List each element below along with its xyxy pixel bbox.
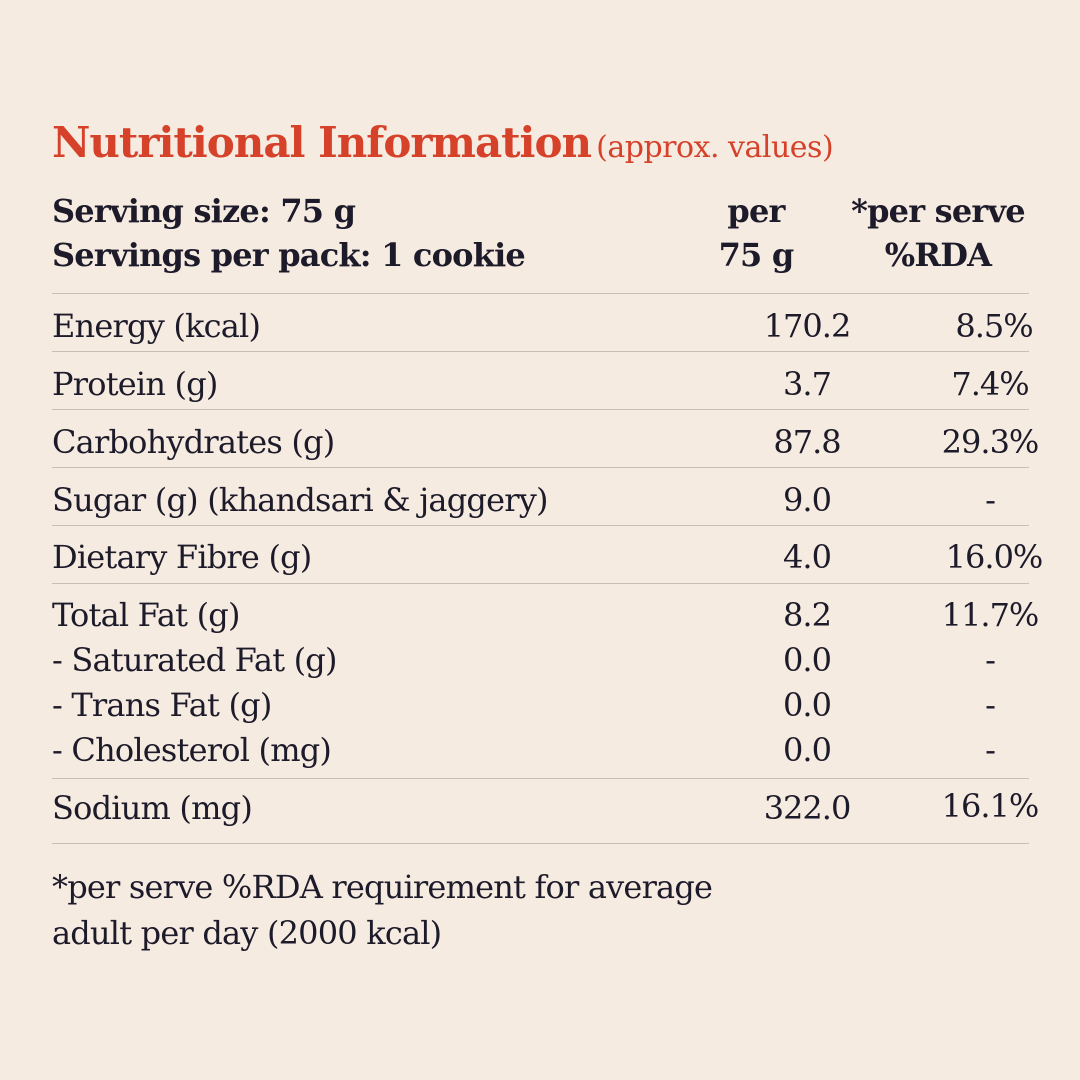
serving-info: Serving size: 75 g Servings per pack: 1 … [52, 189, 526, 277]
row-value-rda: - [985, 481, 996, 519]
row-value-rda: - [985, 686, 996, 724]
table-row-carbohydrates: Carbohydrates (g) 87.8 29.3% [52, 410, 1039, 468]
row-label: Carbohydrates (g) [52, 423, 335, 461]
row-value-per75: 170.2 [763, 307, 852, 345]
row-label: Sodium (mg) [52, 789, 253, 827]
row-value-rda: 7.4% [951, 365, 1029, 403]
column-header-rda-line1: *per serve [851, 192, 1025, 230]
row-value-rda: 8.5% [955, 307, 1033, 345]
row-label: Protein (g) [52, 365, 218, 403]
column-header-rda-line2: %RDA [884, 236, 992, 274]
row-value-per75: 9.0 [783, 481, 832, 519]
row-value-rda: - [985, 641, 996, 679]
footnote-line-1: *per serve %RDA requirement for average [52, 868, 713, 906]
table-row-energy: Energy (kcal) 170.2 8.5% [52, 294, 1034, 352]
nutrition-panel: Nutritional Information (approx. values)… [52, 118, 1043, 844]
row-label: - Trans Fat (g) [52, 686, 272, 724]
column-header-per-75g-line1: per [727, 192, 785, 230]
row-value-per75: 3.7 [783, 365, 832, 403]
column-header-per-75g-line2: 75 g [718, 236, 795, 274]
table-row-sugar: Sugar (g) (khandsari & jaggery) 9.0 - [52, 468, 1029, 526]
row-label: Dietary Fibre (g) [52, 538, 312, 576]
row-label: Total Fat (g) [52, 596, 240, 634]
footnote: *per serve %RDA requirement for average … [52, 864, 832, 956]
panel-subtitle: (approx. values) [596, 130, 834, 165]
row-value-rda: 16.1% [941, 787, 1040, 825]
row-value-per75: 0.0 [783, 686, 832, 724]
table-row-total-fat: Total Fat (g) 8.2 11.7% [52, 593, 1039, 638]
column-header-rda: *per serve %RDA [838, 189, 1038, 277]
table-row-protein: Protein (g) 3.7 7.4% [52, 352, 1030, 410]
panel-title: Nutritional Information [52, 118, 592, 167]
table-row-group-fat: Total Fat (g) 8.2 11.7% - Saturated Fat … [52, 584, 1039, 779]
column-header-per-75g: per 75 g [656, 189, 856, 277]
table-row-sodium: Sodium (mg) 322.0 16.1% [52, 779, 1039, 844]
row-value-per75: 87.8 [773, 423, 841, 461]
title-line: Nutritional Information (approx. values) [52, 118, 1029, 176]
row-value-rda: - [985, 731, 996, 769]
servings-per-pack: Servings per pack: 1 cookie [52, 236, 526, 274]
row-label: Energy (kcal) [52, 307, 261, 345]
table-row-dietary-fibre: Dietary Fibre (g) 4.0 16.0% [52, 526, 1043, 584]
row-label: - Cholesterol (mg) [52, 731, 332, 769]
row-label: - Saturated Fat (g) [52, 641, 337, 679]
row-value-per75: 322.0 [763, 789, 852, 827]
table-row-saturated-fat: - Saturated Fat (g) 0.0 - [52, 638, 1029, 683]
row-value-rda: 16.0% [945, 538, 1044, 576]
row-value-per75: 0.0 [783, 641, 832, 679]
row-value-rda: 11.7% [941, 596, 1040, 634]
row-value-per75: 8.2 [783, 596, 832, 634]
table-header: Serving size: 75 g Servings per pack: 1 … [52, 176, 1029, 294]
row-label: Sugar (g) (khandsari & jaggery) [52, 481, 548, 519]
row-value-rda: 29.3% [941, 423, 1040, 461]
row-value-per75: 4.0 [783, 538, 832, 576]
table-row-trans-fat: - Trans Fat (g) 0.0 - [52, 683, 1029, 728]
row-value-per75: 0.0 [783, 731, 832, 769]
table-row-cholesterol: - Cholesterol (mg) 0.0 - [52, 728, 1029, 773]
footnote-line-2: adult per day (2000 kcal) [52, 914, 442, 952]
serving-size: Serving size: 75 g [52, 192, 356, 230]
